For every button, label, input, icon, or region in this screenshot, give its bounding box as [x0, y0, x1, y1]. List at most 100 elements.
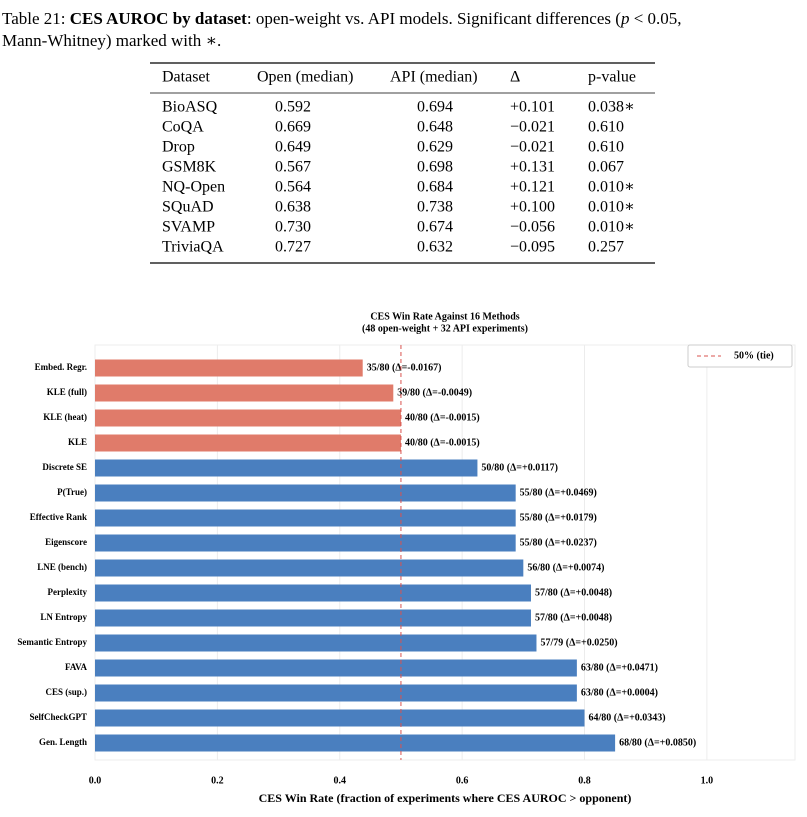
table-cell: 0.567 — [275, 159, 311, 176]
table-header: p-value — [588, 69, 636, 86]
table-cell: 0.738 — [417, 199, 453, 216]
x-tick-label: 0.2 — [211, 775, 224, 786]
table-cell: 0.629 — [417, 139, 453, 156]
x-tick-label: 1.0 — [701, 775, 714, 786]
table-cell: 0.038∗ — [588, 99, 635, 116]
y-tick-label: LN Entropy — [40, 612, 87, 622]
table-cell: NQ-Open — [162, 179, 225, 196]
bar — [95, 434, 401, 452]
bar — [95, 609, 531, 627]
table-header: API (median) — [390, 69, 478, 86]
y-tick-label: CES (sup.) — [45, 687, 87, 697]
table-cell: GSM8K — [162, 159, 217, 176]
bar — [95, 384, 394, 402]
table-cell: 0.067 — [588, 159, 624, 176]
y-tick-label: Discrete SE — [42, 462, 87, 472]
table-header: Δ — [510, 69, 520, 86]
value-label: 39/80 (Δ=-0.0049) — [397, 387, 472, 398]
caption-text: < 0.05, — [629, 9, 681, 28]
caption-text: : open-weight vs. API models. Significan… — [247, 9, 621, 28]
value-label: 56/80 (Δ=+0.0074) — [527, 562, 604, 573]
y-tick-label: P(True) — [57, 487, 87, 497]
y-tick-label: SelfCheckGPT — [30, 712, 88, 722]
x-tick-label: 0.8 — [578, 775, 591, 786]
y-tick-label: Eigenscore — [45, 537, 87, 547]
y-tick-label: KLE (full) — [47, 387, 87, 397]
table-cell: 0.010∗ — [588, 219, 635, 236]
table-cell: +0.121 — [510, 179, 555, 196]
value-label: 40/80 (Δ=-0.0015) — [405, 437, 480, 448]
value-label: 55/80 (Δ=+0.0469) — [520, 487, 597, 498]
table-cell: 0.648 — [417, 119, 453, 136]
table-header: Dataset — [162, 69, 211, 86]
value-label: 50/80 (Δ=+0.0117) — [481, 462, 558, 473]
y-tick-label: Semantic Entropy — [17, 637, 87, 647]
bar — [95, 359, 363, 377]
table-cell: 0.010∗ — [588, 199, 635, 216]
x-axis-label: CES Win Rate (fraction of experiments wh… — [259, 791, 632, 805]
table-cell: 0.010∗ — [588, 179, 635, 196]
chart-title: CES Win Rate Against 16 Methods — [370, 311, 519, 322]
table-cell: SVAMP — [162, 219, 215, 236]
value-label: 63/80 (Δ=+0.0004) — [581, 687, 658, 698]
bar — [95, 409, 401, 427]
bar — [95, 734, 616, 752]
value-label: 55/80 (Δ=+0.0179) — [520, 512, 597, 523]
table-cell: 0.727 — [275, 239, 311, 256]
value-label: 55/80 (Δ=+0.0237) — [520, 537, 597, 548]
table-cell: −0.021 — [510, 139, 555, 156]
y-tick-label: LNE (bench) — [37, 562, 87, 572]
x-tick-label: 0.0 — [89, 775, 102, 786]
table-cell: +0.101 — [510, 99, 555, 116]
bar — [95, 559, 524, 577]
table-cell: 0.257 — [588, 239, 624, 256]
table-cell: −0.095 — [510, 239, 555, 256]
caption-text: Mann-Whitney) marked with ∗. — [2, 31, 221, 50]
table-cell: 0.684 — [417, 179, 453, 196]
table-cell: 0.638 — [275, 199, 311, 216]
table-cell: TriviaQA — [162, 239, 224, 256]
table-cell: 0.610 — [588, 139, 624, 156]
value-label: 68/80 (Δ=+0.0850) — [619, 737, 696, 748]
bar — [95, 459, 478, 477]
value-label: 35/80 (Δ=-0.0167) — [367, 362, 442, 373]
y-tick-label: Effective Rank — [30, 512, 87, 522]
table-cell: −0.056 — [510, 219, 555, 236]
table-cell: 0.730 — [275, 219, 311, 236]
bar — [95, 484, 516, 502]
table-cell: +0.131 — [510, 159, 555, 176]
value-label: 63/80 (Δ=+0.0471) — [581, 662, 658, 673]
table-header: Open (median) — [257, 69, 353, 86]
table-cell: 0.698 — [417, 159, 453, 176]
table-cell: SQuAD — [162, 199, 214, 216]
value-label: 57/80 (Δ=+0.0048) — [535, 612, 612, 623]
bar — [95, 684, 577, 702]
bar — [95, 659, 577, 677]
bar — [95, 509, 516, 527]
bar — [95, 634, 537, 652]
table-cell: 0.592 — [275, 99, 311, 116]
table-cell: 0.674 — [417, 219, 453, 236]
value-label: 57/80 (Δ=+0.0048) — [535, 587, 612, 598]
y-tick-label: Embed. Regr. — [35, 362, 87, 372]
x-tick-label: 0.6 — [456, 775, 469, 786]
bar — [95, 534, 516, 552]
legend-box — [687, 344, 793, 368]
table-cell: BioASQ — [162, 99, 218, 116]
table-cell: 0.632 — [417, 239, 453, 256]
value-label: 57/79 (Δ=+0.0250) — [540, 637, 617, 648]
caption-label: Table 21: — [2, 9, 65, 28]
y-tick-label: KLE — [68, 437, 87, 447]
table-cell: 0.694 — [417, 99, 453, 116]
table-cell: +0.100 — [510, 199, 555, 216]
y-tick-label: KLE (heat) — [43, 412, 87, 422]
table-cell: CoQA — [162, 119, 204, 136]
table-cell: Drop — [162, 139, 195, 156]
table-cell: 0.669 — [275, 119, 311, 136]
chart-subtitle: (48 open-weight + 32 API experiments) — [362, 323, 528, 334]
table-cell: −0.021 — [510, 119, 555, 136]
y-tick-label: Perplexity — [48, 587, 88, 597]
value-label: 64/80 (Δ=+0.0343) — [589, 712, 666, 723]
